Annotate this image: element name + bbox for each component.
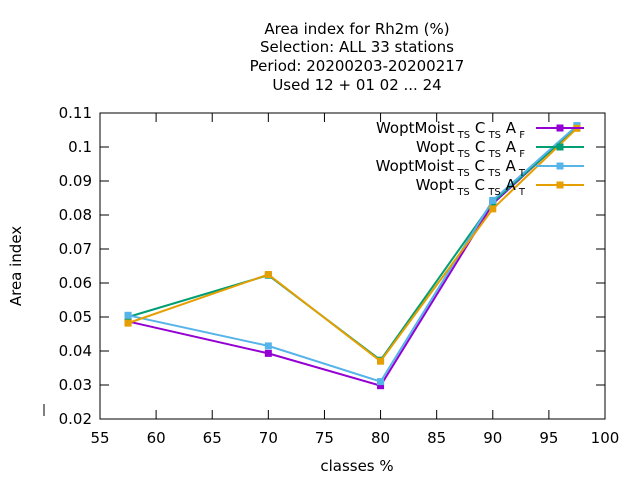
x-axis-label: classes % (320, 457, 393, 475)
x-tick-label: 85 (427, 429, 446, 447)
data-point (489, 205, 497, 213)
title-line-4: Used 12 + 01 02 ... 24 (272, 76, 441, 94)
x-tick-label: 80 (371, 429, 390, 447)
y-tick-label: 0.05 (59, 308, 92, 326)
y-tick-label: 0.08 (59, 206, 92, 224)
title-line-2: Selection: ALL 33 stations (260, 38, 454, 56)
legend-marker (556, 162, 564, 170)
y-tick-label: 0.03 (59, 376, 92, 394)
data-point (377, 357, 385, 365)
y-tick-label: 0.04 (59, 342, 92, 360)
x-tick-label: 70 (259, 429, 278, 447)
title-line-1: Area index for Rh2m (%) (264, 20, 449, 38)
y-axis-label: Area index (7, 226, 25, 306)
y-axis: 0.02 0.03 0.04 0.05 0.06 0.07 0.08 0.09 0.1 0.11 (59, 104, 605, 428)
x-tick-label: 90 (483, 429, 502, 447)
data-point (489, 196, 497, 204)
y-tick-label: 0.06 (59, 274, 92, 292)
y-tick-label: 0.11 (59, 104, 92, 122)
chart-title: Area index for Rh2m (%) Selection: ALL 3… (250, 20, 465, 94)
series-layer (124, 122, 581, 390)
legend-marker (556, 181, 564, 189)
x-tick-label: 75 (315, 429, 334, 447)
data-point (377, 382, 385, 390)
legend-marker (556, 143, 564, 151)
data-point (264, 349, 272, 357)
legend-marker (556, 124, 564, 132)
x-tick-label: 100 (591, 429, 620, 447)
x-tick-label: 95 (539, 429, 558, 447)
title-line-3: Period: 20200203-20200217 (250, 57, 465, 75)
y-tick-label: 0.07 (59, 240, 92, 258)
legend-label: WoptMoist TS C TS A F (376, 119, 525, 141)
y-tick-label: 0.09 (59, 172, 92, 190)
legend-label: WoptMoist TS C TS A T (376, 157, 526, 179)
data-point (377, 378, 385, 386)
y-tick-label: 0.1 (68, 138, 92, 156)
x-tick-label: 55 (90, 429, 109, 447)
y-tick-label: 0.02 (59, 410, 92, 428)
x-tick-label: 60 (147, 429, 166, 447)
data-point (124, 311, 132, 319)
data-point (264, 342, 272, 350)
data-point (124, 319, 132, 327)
data-point (264, 271, 272, 278)
x-tick-label: 65 (203, 429, 222, 447)
plot-frame (99, 112, 606, 420)
legend-label: Wopt TS C TS A F (416, 138, 525, 160)
x-axis: 55 60 65 70 75 80 85 90 95 100 (90, 113, 619, 447)
legend-label: Wopt TS C TS A T (416, 176, 526, 198)
